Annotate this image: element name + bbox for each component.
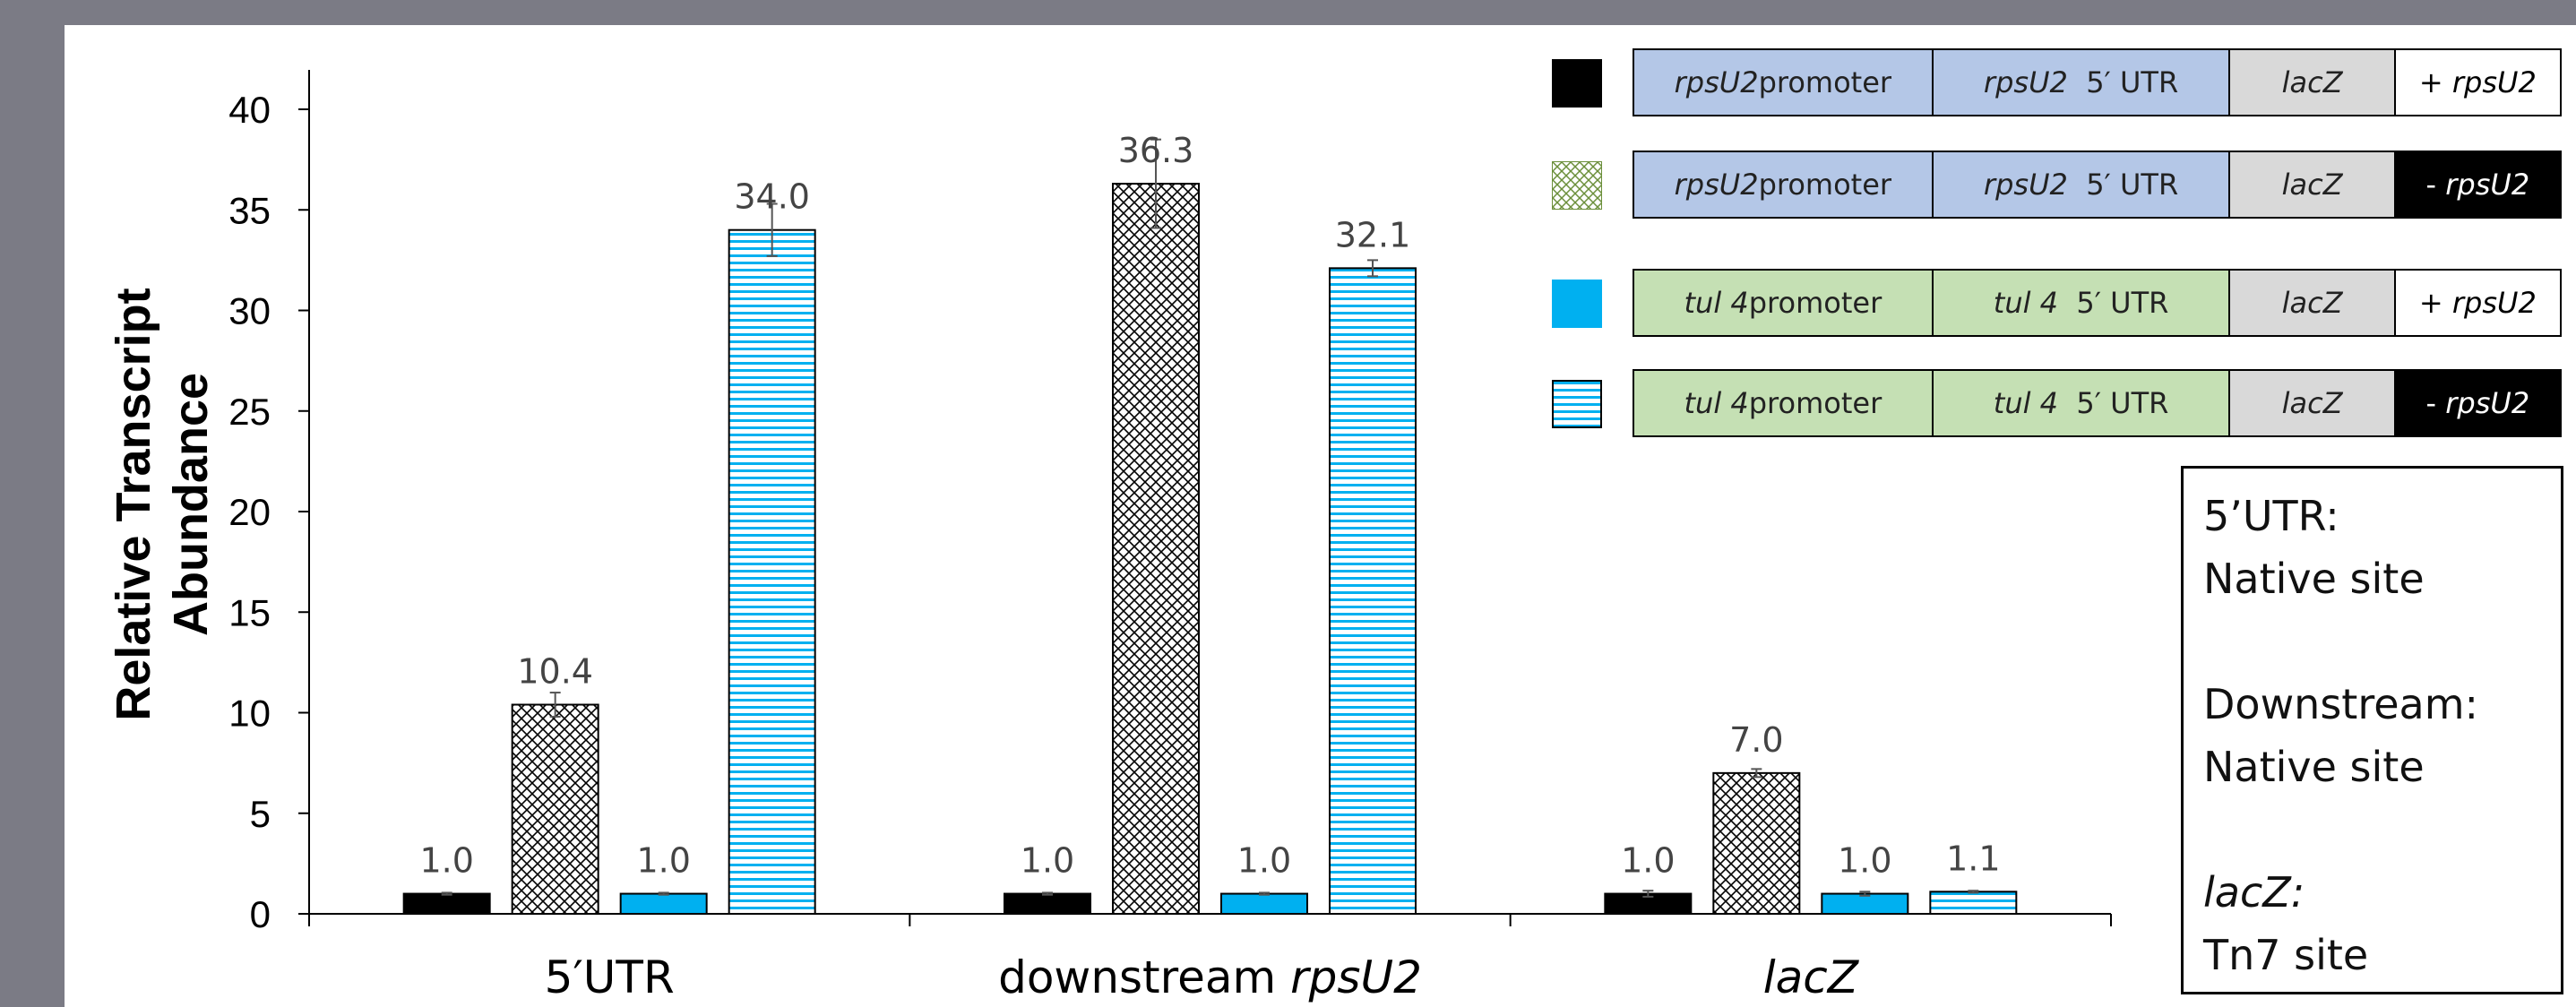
y-tick-label: 15 (228, 591, 271, 633)
legend-swatch-crosshatch (1552, 161, 1602, 210)
y-tick-label: 0 (250, 893, 271, 935)
bar (402, 892, 491, 915)
legend-swatch-solid-black (1552, 59, 1602, 108)
bar (1004, 892, 1091, 915)
note-downstream-site: Native site (2203, 743, 2425, 791)
y-axis-title: Relative Transcript (107, 288, 160, 720)
y-tick-label: 10 (228, 693, 271, 735)
data-label: 1.0 (1237, 841, 1291, 881)
data-label: 7.0 (1729, 720, 1783, 760)
data-label: 1.1 (1946, 839, 2000, 878)
x-tick-label: lacZ (1763, 951, 1860, 1003)
promoter-segment: tul 4 promoter (1634, 271, 1934, 335)
bar (1112, 183, 1200, 915)
integration-site-notes: 5’UTR: Native site Downstream: Native si… (2181, 466, 2563, 994)
data-label: 34.0 (734, 177, 810, 217)
lacz-segment: lacZ (2230, 371, 2396, 435)
x-tick-label: downstream rpsU2 (998, 951, 1422, 1003)
bar-chart: 0 5 10 15 20 25 30 35 40 Relative Transcript Abund… (107, 70, 2112, 1003)
utr-segment: tul 4 5′ UTR (1933, 271, 2231, 335)
bar (619, 892, 708, 915)
y-tick-label: 25 (228, 391, 271, 433)
utr-segment: rpsU2 5′ UTR (1933, 152, 2231, 217)
y-axis-title: Abundance (164, 373, 218, 636)
data-label: 32.1 (1335, 215, 1411, 254)
data-label: 1.0 (636, 841, 690, 881)
data-label: 1.0 (1838, 841, 1891, 881)
data-label: 1.0 (1621, 841, 1675, 881)
construct-diagram: tul 4 promoter tul 4 5′ UTR lacZ + rpsU2 (1633, 269, 2562, 337)
promoter-segment: rpsU2 promoter (1634, 50, 1934, 115)
y-tick-label: 35 (228, 189, 271, 231)
legend-swatch-solid-blue (1552, 280, 1602, 328)
note-downstream-heading: Downstream: (2203, 680, 2479, 728)
rpsu2-status-segment: + rpsU2 (2395, 50, 2560, 115)
bar (1929, 891, 2018, 915)
data-label: 1.0 (1021, 841, 1074, 881)
promoter-segment: tul 4 promoter (1634, 371, 1934, 435)
y-tick-label: 20 (228, 491, 271, 533)
construct-diagram: rpsU2 promoter rpsU2 5′ UTR lacZ + rpsU2 (1633, 48, 2562, 116)
lacz-segment: lacZ (2230, 152, 2396, 217)
construct-diagram: tul 4 promoter tul 4 5′ UTR lacZ - rpsU2 (1633, 369, 2562, 437)
rpsu2-status-segment: - rpsU2 (2395, 152, 2560, 217)
note-utr-heading: 5’UTR: (2203, 492, 2339, 540)
figure-panel: 0 5 10 15 20 25 30 35 40 Relative Transcript Abund… (65, 25, 2576, 1007)
note-utr-site: Native site (2203, 555, 2425, 603)
note-lacz-site: Tn7 site (2203, 931, 2369, 979)
data-label: 1.0 (419, 841, 473, 881)
data-label: 36.3 (1118, 131, 1194, 170)
bar (511, 703, 599, 916)
bar (1329, 267, 1417, 916)
bar (1821, 892, 1909, 915)
y-tick-label: 30 (228, 290, 271, 332)
bar (728, 228, 816, 915)
rpsu2-status-segment: + rpsU2 (2395, 271, 2560, 335)
utr-segment: tul 4 5′ UTR (1933, 371, 2231, 435)
note-lacz-heading: lacZ: (2203, 868, 2305, 917)
data-label: 10.4 (517, 652, 593, 692)
y-tick-label: 40 (228, 89, 271, 131)
y-tick-label: 5 (250, 793, 271, 835)
rpsu2-status-segment: - rpsU2 (2395, 371, 2560, 435)
construct-diagram: rpsU2 promoter rpsU2 5′ UTR lacZ - rpsU2 (1633, 151, 2562, 219)
utr-segment: rpsU2 5′ UTR (1933, 50, 2231, 115)
bar (1220, 892, 1308, 915)
lacz-segment: lacZ (2230, 50, 2396, 115)
legend-swatch-hlines (1552, 380, 1602, 428)
lacz-segment: lacZ (2230, 271, 2396, 335)
promoter-segment: rpsU2 promoter (1634, 152, 1934, 217)
x-tick-label: 5′UTR (545, 951, 675, 1003)
bar (1712, 771, 1801, 915)
